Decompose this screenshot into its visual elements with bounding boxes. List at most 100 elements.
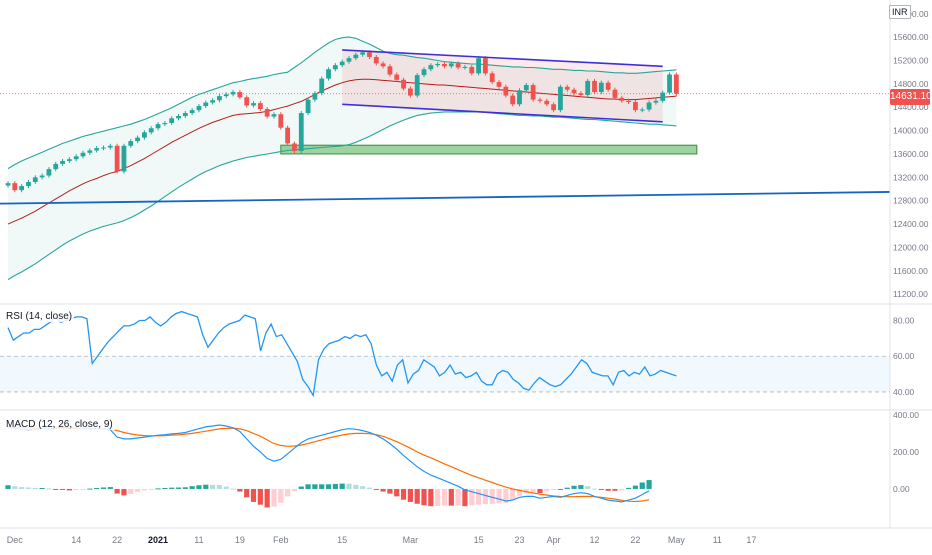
candle-body-83 [571, 89, 577, 94]
macd-histogram-bar-11 [80, 488, 86, 490]
macd-histogram-bar-83 [571, 485, 577, 489]
candle-body-2 [19, 186, 25, 191]
macd-histogram-bar-33 [230, 488, 236, 490]
time-axis-tick-0: Dec [7, 535, 24, 545]
currency-badge: INR [889, 5, 911, 19]
candle-body-8 [60, 160, 65, 164]
time-axis-tick-1: 14 [71, 535, 81, 545]
macd-histogram-bar-9 [66, 488, 72, 491]
macd-histogram-bar-22 [155, 488, 161, 490]
candle-body-34 [237, 92, 243, 98]
time-axis-tick-6: Feb [273, 535, 289, 545]
time-axis-tick-5: 19 [235, 535, 245, 545]
time-axis-tick-8: Mar [403, 535, 419, 545]
macd-histogram-bar-40 [278, 488, 284, 503]
candle-body-53 [367, 52, 372, 57]
macd-histogram-bar-0 [5, 485, 11, 489]
macd-histogram-bar-48 [332, 483, 338, 489]
macd-histogram-bar-42 [291, 488, 298, 492]
macd-histogram-bar-25 [175, 487, 182, 489]
candle-body-28 [196, 106, 202, 111]
macd-histogram-bar-19 [134, 488, 141, 492]
macd-histogram-bar-52 [360, 486, 366, 489]
macd-histogram-bar-89 [612, 488, 618, 491]
macd-histogram-bar-10 [73, 488, 79, 490]
rsi-axis-tick-2: 40.00 [893, 387, 915, 397]
time-axis-tick-16: 17 [746, 535, 756, 545]
macd-histogram-bar-66 [455, 488, 461, 506]
rsi-band-fill [0, 356, 890, 392]
macd-histogram-bar-62 [428, 488, 434, 507]
rsi-pane-title: RSI (14, close) [4, 311, 75, 322]
bollinger-lower-line [7, 111, 677, 281]
macd-histogram-bar-29 [203, 484, 209, 489]
macd-histogram-bar-87 [598, 488, 604, 490]
bollinger-upper-line [7, 36, 677, 170]
macd-histogram-bar-54 [373, 488, 379, 490]
candle-body-35 [244, 97, 250, 106]
candle-body-94 [646, 102, 652, 110]
macd-histogram-bar-60 [414, 488, 420, 504]
candle-body-10 [73, 156, 79, 160]
candle-body-33 [230, 92, 236, 95]
time-axis-tick-15: 11 [713, 535, 722, 545]
time-axis-tick-7: 15 [337, 535, 347, 545]
candle-body-31 [217, 96, 222, 101]
macd-histogram-bar-85 [585, 486, 591, 489]
candle-body-46 [319, 78, 325, 94]
candle-body-97 [667, 74, 672, 93]
candle-body-96 [660, 92, 666, 101]
candle-body-9 [66, 159, 72, 161]
macd-histogram-bar-69 [475, 488, 482, 505]
candle-body-43 [298, 113, 304, 152]
macd-histogram-bar-74 [510, 488, 516, 501]
candle-body-71 [489, 73, 495, 83]
macd-histogram-bar-64 [441, 488, 448, 506]
candle-body-57 [394, 74, 400, 80]
macd-histogram-bar-37 [257, 488, 263, 505]
candle-body-48 [332, 65, 338, 70]
candle-body-62 [428, 65, 434, 70]
macd-histogram-bar-46 [319, 484, 325, 489]
candle-body-70 [483, 58, 488, 74]
macd-histogram-bar-73 [503, 488, 509, 503]
candle-body-47 [326, 69, 331, 79]
macd-histogram-bar-38 [264, 488, 270, 508]
candle-body-22 [155, 124, 161, 129]
macd-histogram-bar-31 [216, 485, 223, 489]
macd-histogram-bar-53 [366, 487, 373, 489]
macd-histogram-bar-58 [400, 488, 407, 500]
candle-body-41 [285, 127, 291, 144]
macd-histogram-bar-45 [312, 484, 318, 489]
candle-body-66 [455, 63, 461, 68]
macd-histogram-bar-61 [421, 488, 427, 506]
price-channel-fill [342, 49, 663, 122]
macd-histogram-bar-81 [557, 488, 564, 490]
price-axis-tick-8: 12800.00 [893, 196, 929, 206]
candle-body-69 [476, 58, 481, 74]
candle-body-19 [135, 137, 140, 142]
time-axis-tick-12: 12 [590, 535, 600, 545]
candle-body-38 [264, 108, 270, 117]
candle-body-59 [407, 88, 413, 96]
time-axis-tick-14: May [668, 535, 686, 545]
candle-body-25 [176, 115, 181, 119]
macd-histogram-bar-84 [578, 485, 584, 489]
macd-histogram-bar-82 [564, 487, 570, 489]
macd-histogram-bar-67 [462, 488, 468, 507]
candle-body-49 [339, 61, 345, 66]
macd-signal-line [7, 426, 650, 503]
channel-upper-line [342, 49, 663, 68]
rsi-axis-tick-0: 80.00 [893, 316, 915, 326]
time-axis-tick-9: 15 [474, 535, 484, 545]
candle-body-89 [612, 89, 618, 98]
time-axis-tick-3: 2021 [148, 535, 168, 545]
candle-body-5 [39, 175, 45, 178]
candle-body-37 [257, 103, 263, 109]
candle-body-45 [312, 93, 318, 100]
candle-body-51 [353, 54, 359, 59]
macd-histogram-bar-72 [496, 488, 502, 504]
last-price-tag: 14631.10 [890, 89, 932, 105]
